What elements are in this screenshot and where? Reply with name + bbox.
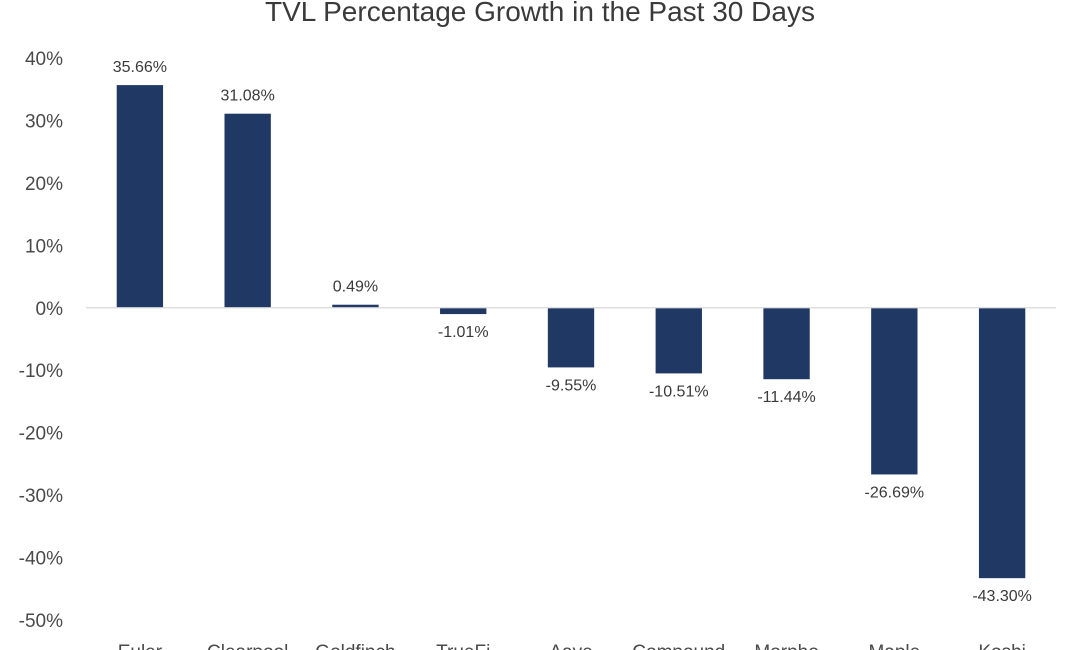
y-axis: 40% 30% 20% 10% 0% -10% -20% -30% -40% -50% bbox=[19, 49, 63, 632]
y-tick-label: -40% bbox=[19, 549, 63, 570]
data-label: -10.51% bbox=[649, 383, 709, 400]
bars-group bbox=[116, 85, 1026, 579]
chart-title: TVL Percentage Growth in the Past 30 Day… bbox=[265, 0, 815, 27]
data-label: -9.55% bbox=[546, 377, 597, 394]
bar-koshi bbox=[978, 307, 1026, 579]
y-tick-label: 30% bbox=[25, 111, 63, 132]
x-tick-label: Goldfinch bbox=[315, 642, 395, 650]
x-axis: Euler Clearpool Goldfinch TrueFi Aave Compoun… bbox=[118, 642, 1026, 650]
bar-truefi bbox=[440, 307, 487, 315]
x-tick-label: Morpho bbox=[754, 642, 818, 650]
y-tick-label: 20% bbox=[25, 174, 63, 195]
y-tick-label: -10% bbox=[19, 361, 63, 382]
data-label: -43.30% bbox=[972, 588, 1032, 605]
bar-compound bbox=[655, 307, 702, 374]
bar-goldfinch bbox=[332, 304, 379, 308]
x-tick-label: Clearpool bbox=[207, 642, 288, 650]
data-label: -26.69% bbox=[865, 484, 925, 501]
bar-clearpool bbox=[224, 113, 271, 308]
y-tick-label: -30% bbox=[19, 486, 63, 507]
data-label: 31.08% bbox=[221, 88, 275, 105]
data-label: 0.49% bbox=[333, 279, 378, 296]
y-tick-label: 10% bbox=[25, 236, 63, 257]
x-tick-label: TrueFi bbox=[436, 642, 490, 650]
x-tick-label: Maple bbox=[868, 642, 920, 650]
bar-aave bbox=[547, 307, 595, 368]
x-tick-label: Euler bbox=[118, 642, 163, 650]
data-labels-group: 35.66% 31.08% 0.49% -1.01% -9.55% -10.51% -11.… bbox=[113, 59, 1032, 605]
x-tick-label: Compound bbox=[632, 642, 725, 650]
x-tick-label: Aave bbox=[549, 642, 592, 650]
data-label: -11.44% bbox=[757, 389, 815, 406]
bar-euler bbox=[116, 85, 164, 308]
data-label: -1.01% bbox=[438, 324, 489, 341]
y-tick-label: -20% bbox=[19, 424, 63, 445]
y-tick-label: -50% bbox=[19, 611, 63, 632]
data-label: 35.66% bbox=[113, 59, 167, 76]
y-tick-label: 40% bbox=[25, 49, 63, 70]
x-tick-label: Koshi bbox=[978, 642, 1026, 650]
bar-morpho bbox=[763, 307, 810, 380]
y-tick-label: 0% bbox=[36, 299, 64, 320]
bar-maple bbox=[871, 307, 918, 475]
